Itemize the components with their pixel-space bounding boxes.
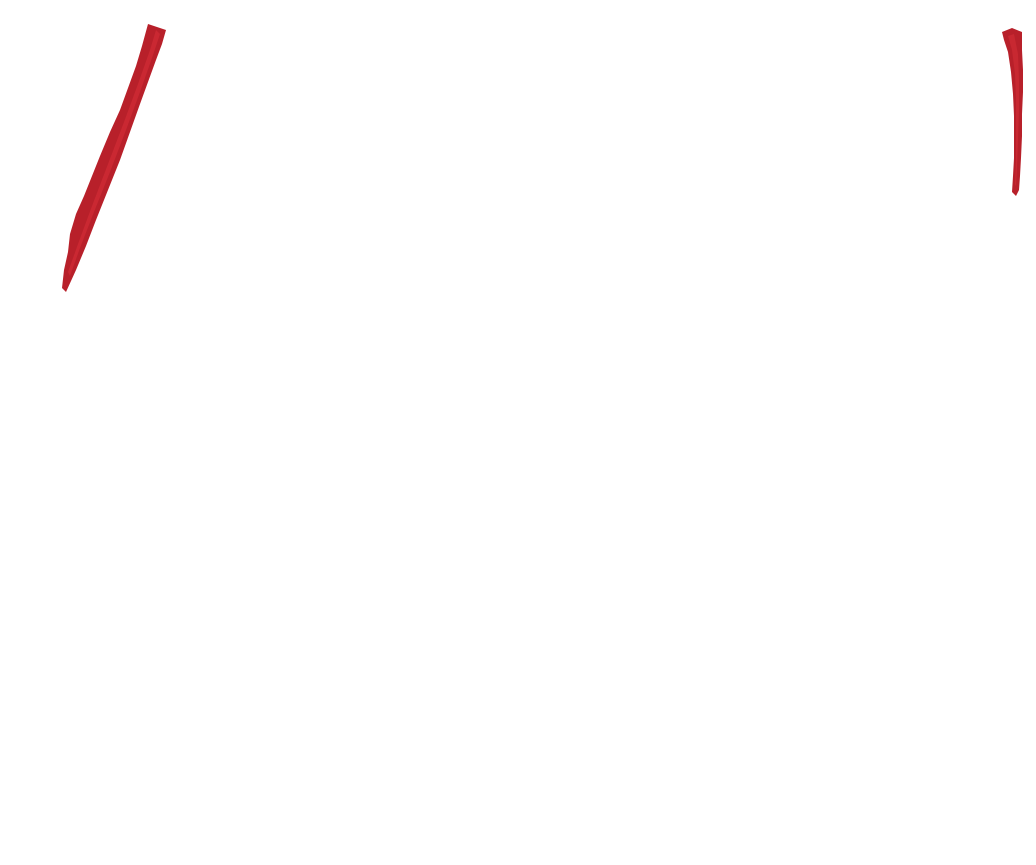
red-brush-stroke-right-highlight xyxy=(1008,34,1019,186)
red-brush-stroke-left-highlight xyxy=(68,30,160,276)
